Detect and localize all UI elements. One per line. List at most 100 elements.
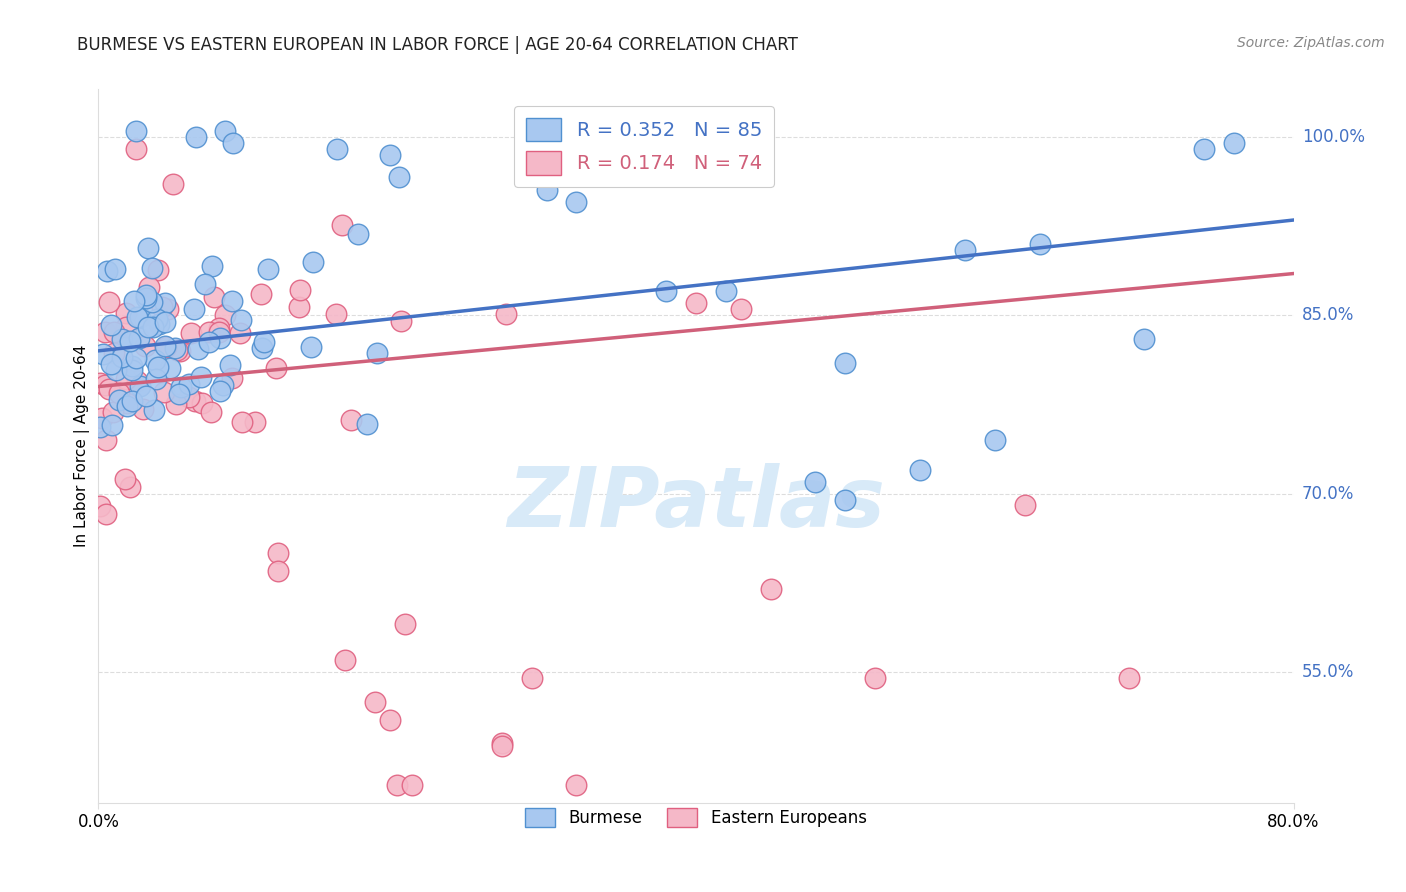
Point	[134, 339, 156, 353]
Point	[163, 341, 186, 355]
Legend: Burmese, Eastern Europeans: Burmese, Eastern Europeans	[519, 801, 873, 834]
Point	[136, 241, 159, 255]
Point	[103, 346, 125, 360]
Point	[908, 463, 931, 477]
Text: Source: ZipAtlas.com: Source: ZipAtlas.com	[1237, 36, 1385, 50]
Point	[804, 475, 827, 489]
Point	[347, 227, 370, 241]
Point	[153, 315, 176, 329]
Point	[385, 778, 409, 792]
Point	[565, 778, 588, 792]
Point	[128, 331, 150, 345]
Point	[1223, 136, 1246, 150]
Point	[97, 382, 120, 396]
Point	[111, 350, 134, 364]
Point	[121, 363, 143, 377]
Point	[378, 147, 401, 161]
Text: 100.0%: 100.0%	[1302, 128, 1365, 145]
Point	[655, 285, 678, 299]
Point	[759, 582, 782, 596]
Point	[536, 183, 558, 197]
Point	[221, 371, 243, 385]
Point	[170, 380, 193, 394]
Point	[117, 399, 139, 413]
Point	[114, 320, 136, 334]
Point	[141, 294, 163, 309]
Point	[100, 318, 122, 333]
Point	[91, 347, 114, 361]
Point	[201, 259, 224, 273]
Point	[127, 310, 149, 324]
Point	[202, 290, 225, 304]
Point	[89, 376, 111, 391]
Point	[146, 263, 169, 277]
Point	[250, 342, 273, 356]
Point	[96, 264, 118, 278]
Point	[165, 397, 187, 411]
Point	[148, 317, 170, 331]
Point	[214, 308, 236, 322]
Point	[141, 261, 163, 276]
Point	[177, 376, 200, 391]
Point	[136, 320, 159, 334]
Point	[1192, 142, 1215, 156]
Point	[103, 325, 125, 339]
Point	[111, 332, 134, 346]
Point	[198, 325, 221, 339]
Point	[153, 385, 176, 400]
Point	[366, 346, 388, 360]
Point	[730, 302, 752, 317]
Point	[184, 129, 207, 144]
Point	[169, 344, 191, 359]
Point	[100, 418, 122, 433]
Point	[153, 296, 176, 310]
Point	[250, 287, 273, 301]
Point	[89, 420, 111, 434]
Text: 55.0%: 55.0%	[1302, 663, 1354, 681]
Point	[685, 296, 707, 310]
Point	[218, 358, 240, 372]
Point	[214, 124, 236, 138]
Point	[162, 178, 184, 192]
Point	[389, 313, 412, 327]
Point	[208, 384, 231, 398]
Point	[229, 326, 252, 340]
Point	[267, 546, 290, 560]
Point	[394, 617, 416, 632]
Point	[100, 357, 122, 371]
Point	[146, 360, 169, 375]
Point	[495, 307, 517, 321]
Point	[159, 360, 181, 375]
Point	[401, 778, 423, 792]
Point	[156, 301, 179, 316]
Point	[191, 396, 214, 410]
Point	[256, 262, 278, 277]
Point	[143, 402, 166, 417]
Point	[118, 480, 141, 494]
Point	[155, 340, 177, 354]
Point	[89, 499, 111, 513]
Point	[200, 405, 222, 419]
Point	[177, 390, 200, 404]
Point	[150, 300, 173, 314]
Text: 85.0%: 85.0%	[1302, 306, 1354, 324]
Point	[186, 342, 208, 356]
Point	[115, 306, 138, 320]
Point	[865, 671, 887, 685]
Point	[153, 339, 176, 353]
Point	[122, 294, 145, 309]
Point	[565, 195, 588, 210]
Point	[198, 334, 221, 349]
Point	[180, 326, 202, 340]
Point	[491, 736, 513, 750]
Point	[378, 713, 401, 727]
Y-axis label: In Labor Force | Age 20-64: In Labor Force | Age 20-64	[75, 345, 90, 547]
Point	[208, 331, 231, 345]
Point	[1014, 499, 1036, 513]
Point	[388, 169, 411, 184]
Point	[340, 413, 363, 427]
Text: ZIPatlas: ZIPatlas	[508, 463, 884, 543]
Point	[1028, 236, 1050, 251]
Point	[131, 401, 153, 416]
Point	[142, 320, 165, 334]
